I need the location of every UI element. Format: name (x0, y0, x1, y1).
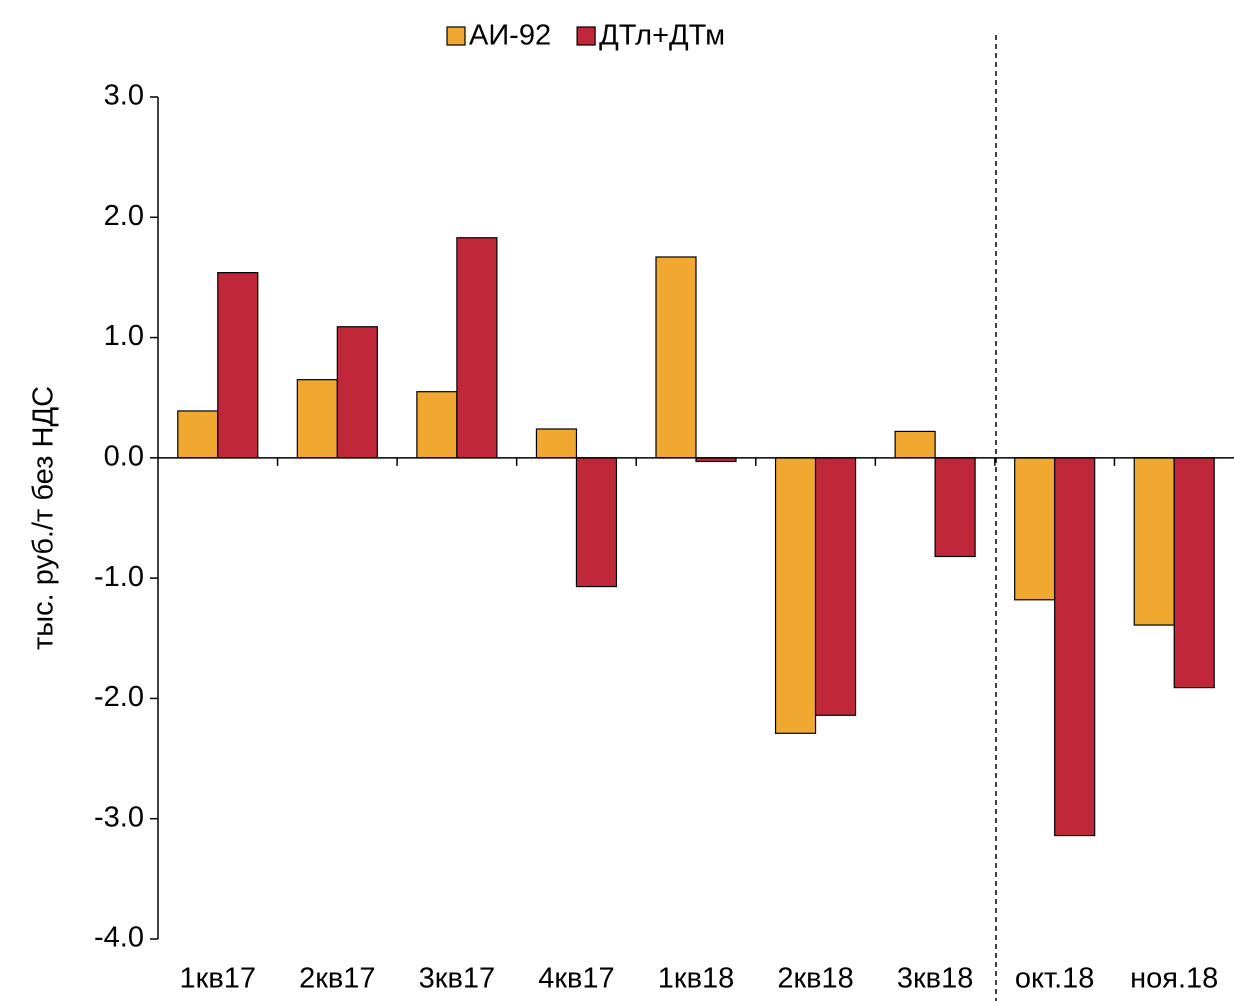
bar (177, 410, 219, 459)
bar (934, 457, 976, 558)
bar (575, 457, 618, 588)
bar (814, 457, 857, 716)
x-tick-label: 4кв17 (538, 963, 614, 995)
bar (1054, 457, 1096, 837)
legend-swatch (576, 26, 596, 46)
bar (336, 326, 378, 459)
bar (774, 457, 817, 734)
bar (1133, 457, 1175, 626)
y-tick-label: -3.0 (94, 801, 144, 833)
y-tick-label: 2.0 (104, 200, 144, 232)
y-tick-label: 0.0 (104, 441, 144, 473)
x-tick-label: 2кв18 (777, 963, 853, 995)
bar (456, 237, 498, 459)
bar (296, 379, 338, 459)
y-tick-label: -4.0 (94, 922, 144, 954)
y-tick-label: -2.0 (94, 681, 144, 713)
y-tick-label: -1.0 (94, 561, 144, 593)
legend-label: АИ-92 (469, 20, 551, 52)
bar (1173, 457, 1215, 689)
y-tick-label: 1.0 (104, 320, 144, 352)
bar (1014, 457, 1056, 601)
bar (416, 391, 458, 459)
x-tick-label: 3кв18 (897, 963, 973, 995)
bar (535, 428, 578, 459)
x-tick-label: окт.18 (1015, 963, 1095, 995)
y-axis-title: тыс. руб./т без НДС (28, 386, 60, 650)
x-tick-label: 3кв17 (419, 963, 495, 995)
bar (894, 430, 936, 459)
bar (655, 256, 697, 459)
bar (217, 272, 259, 459)
legend-label: ДТл+ДТм (599, 20, 725, 52)
y-tick-label: 3.0 (104, 80, 144, 112)
legend-swatch (446, 26, 466, 46)
x-tick-label: 2кв17 (299, 963, 375, 995)
x-tick-label: 1кв17 (180, 963, 256, 995)
x-tick-label: 1кв18 (658, 963, 734, 995)
x-tick-label: ноя.18 (1130, 963, 1218, 995)
